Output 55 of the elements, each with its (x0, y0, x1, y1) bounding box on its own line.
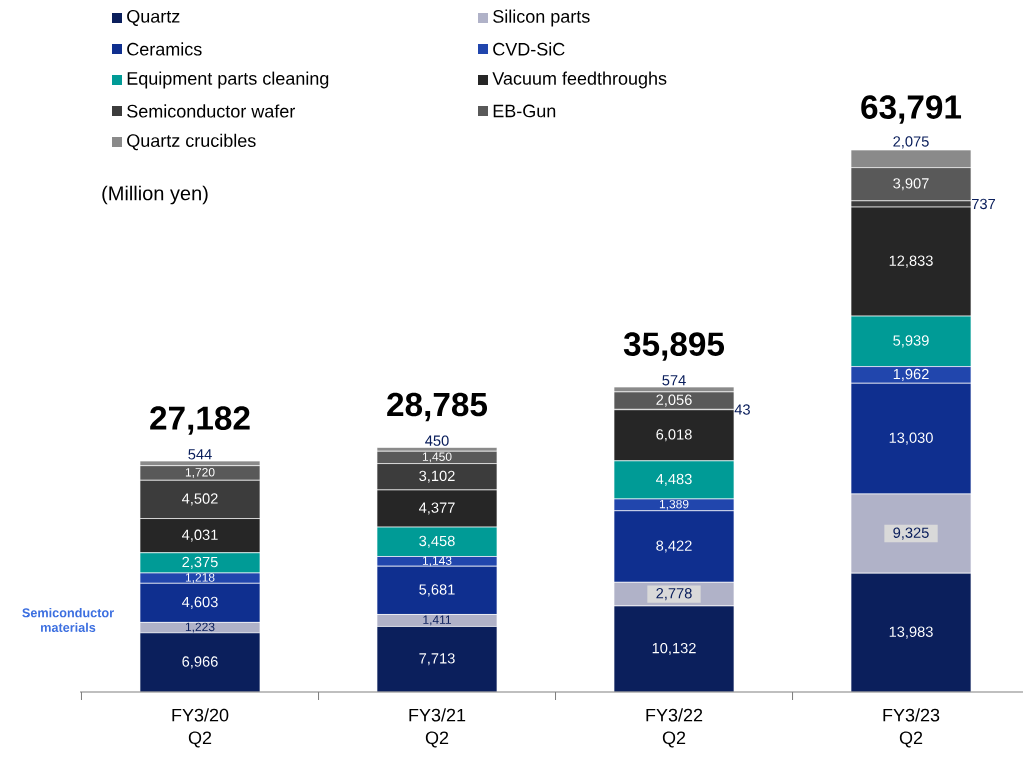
data-label: 3,458 (419, 535, 455, 548)
data-label: 4,483 (656, 473, 692, 486)
data-label: 2,075 (893, 136, 929, 149)
data-label: 43 (734, 404, 750, 415)
data-label: 1,450 (422, 452, 452, 463)
data-label: 4,502 (181, 493, 218, 506)
x-tick-label: FY3/22 Q2 (646, 708, 703, 748)
data-label: 6,966 (182, 656, 218, 669)
data-label: 5,681 (419, 584, 455, 597)
x-tick-label: FY3/21 Q2 (409, 708, 466, 748)
data-label: 13,983 (889, 626, 933, 639)
data-label: 1,143 (422, 556, 452, 567)
data-label: 5,939 (893, 335, 929, 348)
data-label: 737 (972, 198, 996, 210)
data-label: 10,132 (652, 642, 696, 656)
total-label: 27,182 (150, 406, 250, 435)
data-label: 8,422 (656, 540, 692, 553)
data-label: 1,962 (893, 368, 929, 381)
data-label: 9,325 (893, 527, 929, 540)
annotation: (Million yen) (102, 185, 208, 205)
data-label: 4,603 (181, 596, 218, 609)
legend-label: Ceramics (127, 42, 202, 56)
data-label: 1,223 (185, 622, 215, 633)
data-label: 574 (662, 375, 686, 386)
data-label: 1,389 (659, 499, 689, 510)
x-tick-label: FY3/20 Q2 (172, 708, 229, 748)
data-label: 450 (425, 435, 449, 446)
total-label: 28,785 (387, 392, 488, 422)
data-label: 3,907 (893, 178, 929, 191)
data-label: 1,218 (185, 573, 215, 584)
data-label: 12,833 (889, 255, 933, 268)
data-label: 1,411 (423, 615, 451, 626)
data-label: 544 (188, 449, 212, 460)
total-label: 35,895 (623, 332, 725, 361)
total-label: 63,791 (861, 95, 962, 124)
legend-label: Equipment parts cleaning (127, 71, 329, 89)
data-label: 3,102 (419, 470, 455, 483)
legend-label: Quartz (127, 10, 180, 26)
data-label: 2,375 (182, 556, 218, 569)
legend-label: Silicon parts (493, 9, 590, 27)
legend-label: EB-Gun (493, 104, 556, 118)
data-label: 4,031 (181, 529, 218, 542)
data-label: 2,056 (656, 394, 692, 407)
data-label: 7,713 (419, 653, 455, 666)
annotation: Semiconductor materials (22, 608, 114, 632)
data-label: 4,377 (418, 502, 455, 515)
legend-label: CVD-SiC (493, 42, 565, 56)
legend-label: Vacuum feedthroughs (492, 71, 667, 89)
legend-label: Quartz crucibles (127, 133, 256, 151)
x-tick-label: FY3/23 Q2 (883, 708, 940, 748)
data-label: 2,778 (656, 588, 692, 601)
data-label: 6,018 (656, 429, 692, 442)
data-label: 13,030 (889, 432, 933, 445)
data-label: 1,720 (185, 468, 215, 478)
legend-label: Semiconductor wafer (127, 104, 295, 118)
